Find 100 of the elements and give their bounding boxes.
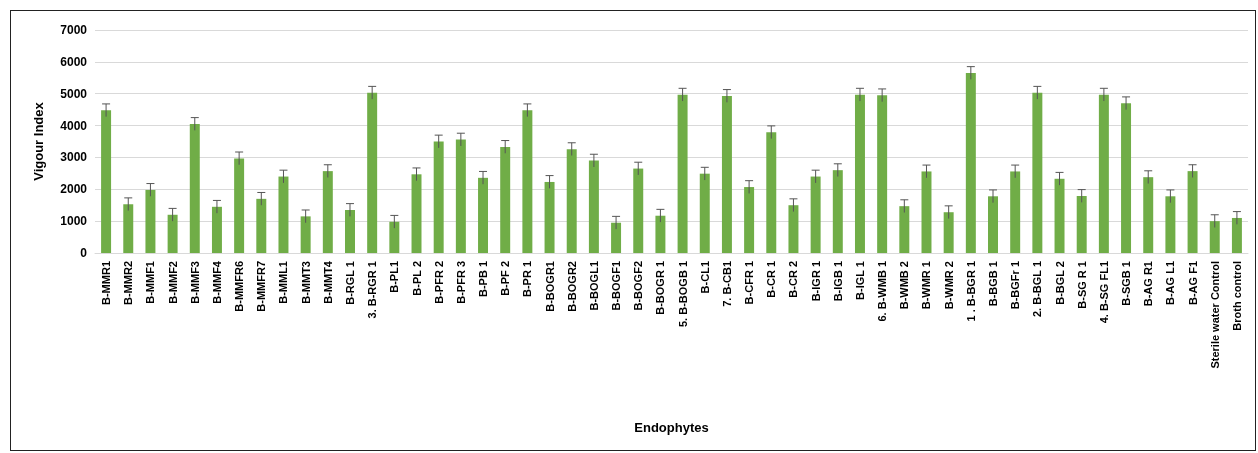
x-tick-label: Broth control xyxy=(1230,261,1243,331)
bar xyxy=(278,176,289,253)
bar xyxy=(300,216,311,253)
x-tick-label: B-BGFr 1 xyxy=(1009,261,1022,310)
bar xyxy=(145,189,156,253)
x-tick-label: 5. B-BOGB 1 xyxy=(676,261,689,328)
x-tick-label: B-MMFR7 xyxy=(255,261,268,312)
x-tick-label: B-WMR 2 xyxy=(942,261,955,310)
bar xyxy=(766,132,777,253)
x-tick-label: B-BGL 2 xyxy=(1053,261,1066,305)
bar xyxy=(899,206,910,253)
x-axis-title: Endophytes xyxy=(634,420,709,435)
x-tick-label: Sterile water Control xyxy=(1208,261,1221,369)
y-axis-title: Vigour Index xyxy=(31,101,46,181)
bar xyxy=(943,212,954,253)
y-tick-label: 2000 xyxy=(60,182,88,197)
x-tick-label: B-CR 2 xyxy=(787,261,800,298)
x-tick-label: B-BGB 1 xyxy=(987,261,1000,307)
bar xyxy=(1187,171,1198,253)
bar xyxy=(1121,103,1132,253)
bar xyxy=(411,174,422,253)
bar xyxy=(367,92,378,253)
bar xyxy=(1010,171,1021,253)
x-tick-label: B-MMF3 xyxy=(188,261,201,304)
x-tick-label: B-IGB 1 xyxy=(831,261,844,302)
x-tick-label: B-PFR 2 xyxy=(432,261,445,304)
bar xyxy=(1076,195,1087,253)
x-tick-label: B-MMR1 xyxy=(100,261,113,305)
bar xyxy=(1231,217,1242,253)
y-tick-label: 4000 xyxy=(60,118,88,133)
bar xyxy=(921,171,932,253)
x-tick-label: B-BOGR 1 xyxy=(654,261,667,315)
bar xyxy=(522,110,533,253)
bar xyxy=(389,221,400,253)
x-tick-label: B-AG R1 xyxy=(1142,261,1155,307)
bar xyxy=(256,198,267,253)
bar xyxy=(211,206,222,253)
x-tick-label: B-MMT4 xyxy=(321,260,334,304)
bar xyxy=(699,173,710,253)
x-tick-label: B-MMF1 xyxy=(144,261,157,304)
x-tick-label: B-PF 2 xyxy=(499,261,512,296)
x-tick-label: 7. B-CB1 xyxy=(720,261,733,307)
x-tick-label: B-MMT3 xyxy=(299,261,312,304)
y-tick-label: 6000 xyxy=(60,54,88,69)
bar xyxy=(677,94,688,253)
x-tick-label: B-PL 2 xyxy=(410,261,423,296)
y-tick-label: 0 xyxy=(80,246,88,260)
bar xyxy=(744,187,755,253)
bar xyxy=(655,215,666,253)
bar xyxy=(588,160,599,253)
bar xyxy=(877,95,888,253)
bar xyxy=(788,205,799,253)
x-tick-label: B-PL1 xyxy=(388,261,401,293)
bar xyxy=(854,94,865,253)
bar xyxy=(101,110,112,253)
bar xyxy=(1143,177,1154,253)
bar xyxy=(566,149,577,253)
bar xyxy=(988,196,998,253)
x-tick-label: B-MMR2 xyxy=(122,261,135,305)
x-tick-label: B-SGB 1 xyxy=(1120,261,1133,306)
x-tick-label: B-BOGF2 xyxy=(632,261,645,311)
x-tick-label: B-CL1 xyxy=(698,261,711,294)
bar xyxy=(478,177,489,253)
bar xyxy=(965,73,976,253)
x-tick-label: B-MML1 xyxy=(277,261,290,304)
x-tick-label: B-BOGL1 xyxy=(587,261,600,311)
bar xyxy=(832,170,843,253)
x-tick-label: B-CR 1 xyxy=(765,261,778,298)
x-tick-label: B-MMF2 xyxy=(166,261,179,304)
x-tick-label: B-WMB 2 xyxy=(898,261,911,310)
x-tick-label: B-AG F1 xyxy=(1186,261,1199,305)
bar xyxy=(544,181,555,253)
x-tick-label: B-RGL 1 xyxy=(343,261,356,305)
x-tick-label: B-PFR 3 xyxy=(454,261,467,304)
bar xyxy=(167,214,178,253)
x-tick-label: 1 . B-BGR 1 xyxy=(964,261,977,322)
x-tick-label: B-BOGR2 xyxy=(565,261,578,312)
x-tick-label: B-BOGF1 xyxy=(610,261,623,311)
bar xyxy=(1209,221,1220,253)
x-tick-label: B-BOGR1 xyxy=(543,261,556,312)
bar xyxy=(1032,92,1043,253)
y-tick-label: 1000 xyxy=(60,214,88,229)
x-tick-label: B-IGL 1 xyxy=(853,261,866,300)
x-tick-label: B-MMF4 xyxy=(210,260,223,304)
bar xyxy=(189,123,200,253)
bar xyxy=(611,222,622,253)
x-tick-label: B-PR 1 xyxy=(521,261,534,298)
bar xyxy=(721,95,732,253)
bar xyxy=(123,204,134,253)
bar xyxy=(1098,94,1109,253)
x-tick-label: B-SG R 1 xyxy=(1075,261,1088,309)
bar xyxy=(234,158,245,253)
bar xyxy=(633,168,644,253)
y-tick-label: 5000 xyxy=(60,86,88,101)
x-tick-label: B-CFR 1 xyxy=(743,261,756,305)
x-tick-label: 2. B-BGL 1 xyxy=(1031,261,1044,318)
y-tick-label: 7000 xyxy=(60,23,88,37)
y-tick-label: 3000 xyxy=(60,150,88,165)
x-tick-label: B-AG L1 xyxy=(1164,261,1177,305)
bar xyxy=(810,176,821,253)
